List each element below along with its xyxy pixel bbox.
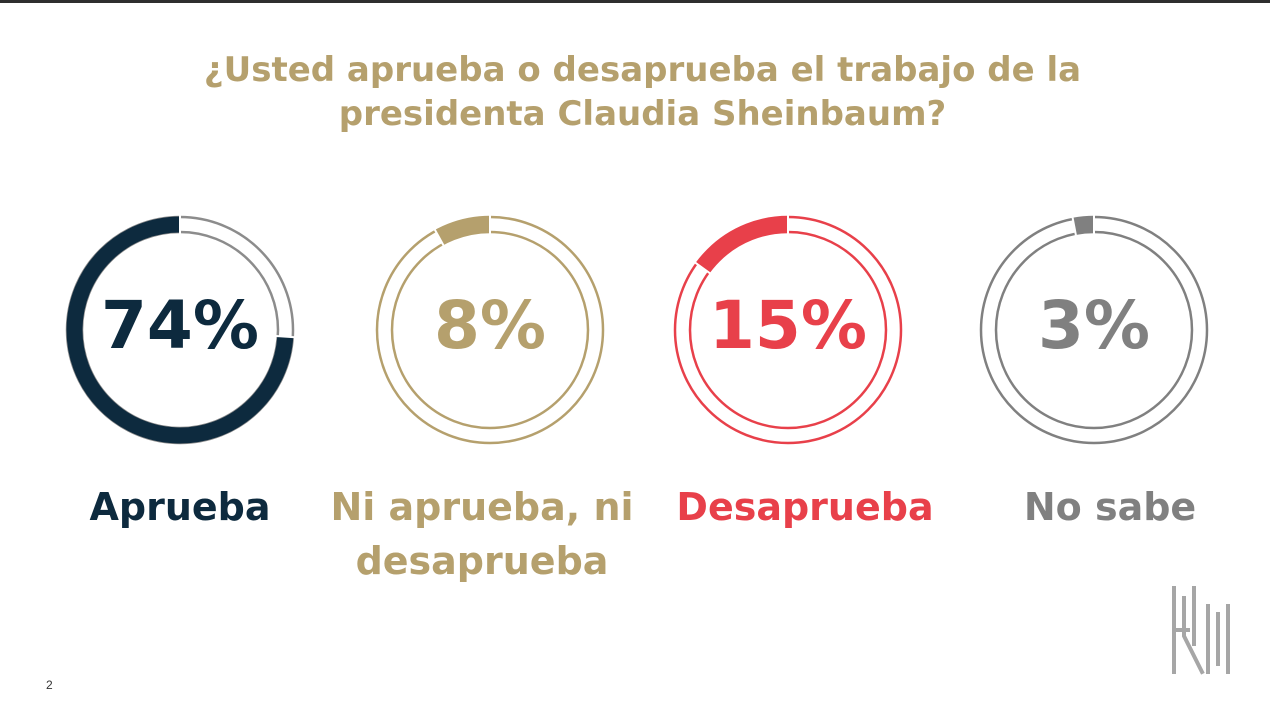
donut-ring (65, 215, 295, 445)
donut-4: 3% (976, 212, 1212, 448)
page-number: 2 (46, 678, 53, 692)
donut-2: 8% (372, 212, 608, 448)
category-label: Desaprueba (676, 485, 934, 529)
donut-value-label: 3% (1037, 287, 1151, 364)
segment-start-gap (694, 261, 711, 275)
value-segment (1072, 216, 1095, 235)
chart-title: ¿Usted aprueba o desaprueba el trabajo d… (203, 50, 1082, 134)
category-label: No sabe (1023, 485, 1197, 529)
value-segment (696, 216, 789, 273)
category-label: Ni aprueba, ni desaprueba (330, 485, 634, 583)
donut-3: 15% (670, 212, 906, 448)
donut-value-label: 8% (433, 287, 547, 364)
donut-ring (979, 215, 1209, 445)
value-segment (66, 216, 294, 444)
segment-start-gap (433, 228, 445, 247)
donut-value-label: 74% (101, 287, 259, 364)
segment-start-gap (1071, 216, 1077, 236)
donut-1: 74% (62, 212, 298, 448)
company-logo-icon (1172, 586, 1230, 675)
segment-start-gap (275, 335, 295, 339)
value-segment (435, 216, 491, 245)
donut-value-label: 15% (709, 287, 867, 364)
top-rule (0, 0, 1270, 3)
donut-ring (375, 215, 605, 445)
donut-ring (673, 215, 903, 445)
category-label: Aprueba (89, 485, 271, 529)
